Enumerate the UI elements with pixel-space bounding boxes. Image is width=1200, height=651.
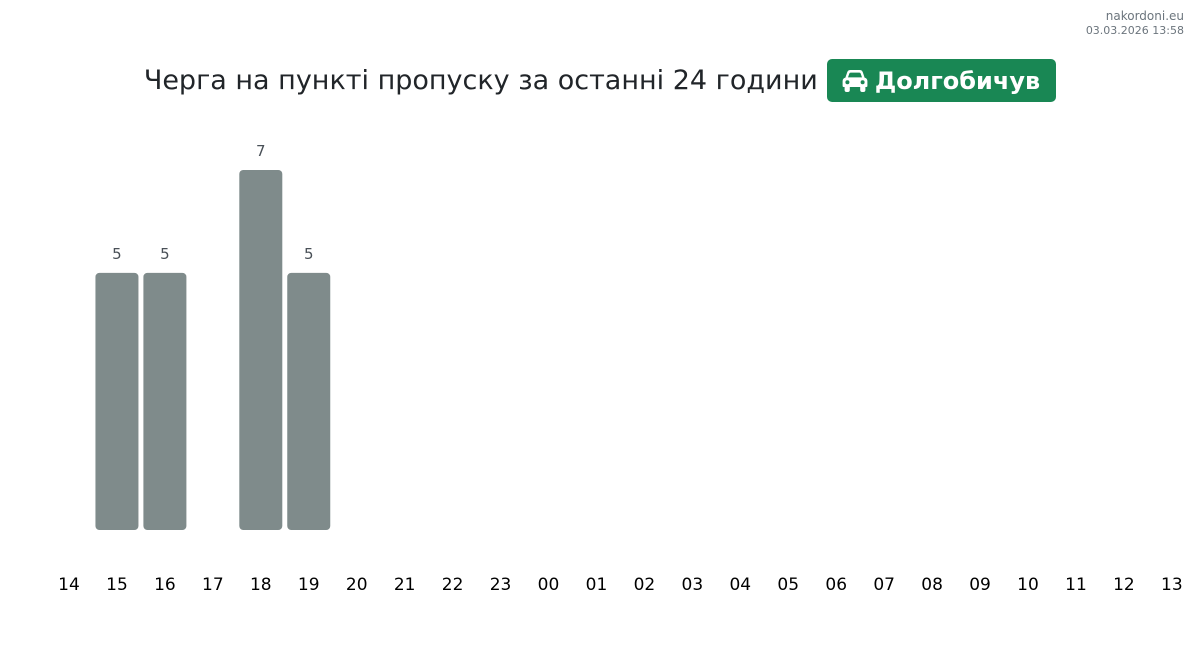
x-tick-label-12: 12 <box>1113 575 1135 595</box>
x-tick-label-21: 21 <box>394 575 416 595</box>
watermark: nakordoni.eu 03.03.2026 13:58 <box>1086 9 1184 38</box>
chart-header: Черга на пункті пропуску за останні 24 г… <box>0 59 1200 102</box>
checkpoint-name: Долгобичув <box>874 66 1041 95</box>
x-tick-label-07: 07 <box>873 575 895 595</box>
x-tick-label-20: 20 <box>346 575 368 595</box>
x-tick-label-03: 03 <box>682 575 704 595</box>
x-tick-label-05: 05 <box>777 575 799 595</box>
x-tick-label-09: 09 <box>969 575 991 595</box>
data-label-18: 7 <box>256 142 266 160</box>
chart-title: Черга на пункті пропуску за останні 24 г… <box>143 65 818 96</box>
watermark-site: nakordoni.eu <box>1105 9 1184 23</box>
x-tick-label-06: 06 <box>825 575 847 595</box>
x-tick-label-23: 23 <box>490 575 512 595</box>
x-tick-label-17: 17 <box>202 575 224 595</box>
x-tick-label-22: 22 <box>442 575 464 595</box>
bar-16 <box>143 272 187 530</box>
x-tick-label-10: 10 <box>1017 575 1039 595</box>
x-tick-label-08: 08 <box>921 575 943 595</box>
bar-18 <box>239 170 283 530</box>
bar-15 <box>95 272 139 530</box>
checkpoint-badge: Долгобичув <box>826 59 1057 102</box>
x-tick-label-04: 04 <box>729 575 751 595</box>
data-label-16: 5 <box>160 245 170 263</box>
x-tick-label-18: 18 <box>250 575 272 595</box>
x-tick-label-15: 15 <box>106 575 128 595</box>
car-icon <box>842 69 868 92</box>
x-tick-label-14: 14 <box>58 575 80 595</box>
watermark-timestamp: 03.03.2026 13:58 <box>1085 24 1184 37</box>
data-label-19: 5 <box>304 245 314 263</box>
x-tick-label-19: 19 <box>298 575 320 595</box>
x-tick-label-01: 01 <box>586 575 608 595</box>
x-tick-label-00: 00 <box>538 575 560 595</box>
x-tick-label-02: 02 <box>634 575 656 595</box>
x-tick-label-11: 11 <box>1065 575 1087 595</box>
x-tick-label-16: 16 <box>154 575 176 595</box>
bar-19 <box>287 272 331 530</box>
data-label-15: 5 <box>112 245 122 263</box>
x-tick-label-13: 13 <box>1161 575 1183 595</box>
